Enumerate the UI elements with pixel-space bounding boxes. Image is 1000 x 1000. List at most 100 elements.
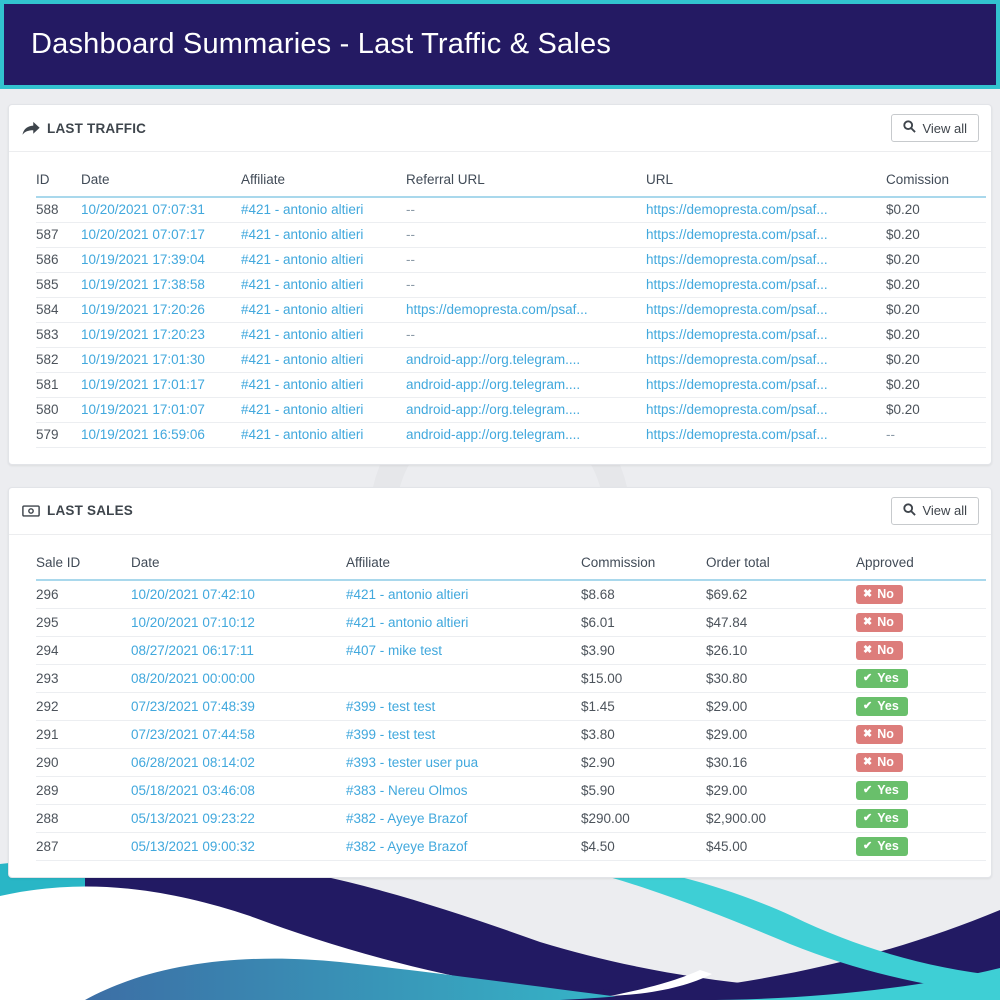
table-cell: 289 bbox=[36, 776, 131, 805]
cell-link[interactable]: https://demopresta.com/psaf... bbox=[646, 302, 828, 317]
cell-link[interactable]: 08/27/2021 06:17:11 bbox=[131, 642, 254, 658]
cell-link[interactable]: #421 - antonio altieri bbox=[241, 402, 364, 417]
table-row: 588 10/20/2021 07:07:31 #421 - antonio alt… bbox=[36, 197, 986, 223]
table-cell: 580 bbox=[36, 397, 81, 423]
table-cell: 07/23/2021 07:48:39 bbox=[131, 692, 346, 721]
cell-link[interactable]: 10/20/2021 07:07:31 bbox=[81, 202, 205, 218]
cell-link[interactable]: 05/13/2021 09:00:32 bbox=[131, 838, 255, 854]
table-cell: ✖ No bbox=[856, 579, 986, 609]
table-cell: #421 - antonio altieri bbox=[241, 247, 406, 273]
cell-link[interactable]: https://demopresta.com/psaf... bbox=[646, 252, 828, 267]
cell-link[interactable]: 10/19/2021 17:20:23 bbox=[81, 327, 205, 342]
cell-link[interactable]: 07/23/2021 07:48:39 bbox=[131, 698, 255, 714]
table-cell: #421 - antonio altieri bbox=[241, 222, 406, 248]
table-cell: 10/20/2021 07:07:31 bbox=[81, 197, 241, 223]
cell-link[interactable]: #399 - test test bbox=[346, 726, 436, 742]
table-cell: #421 - antonio altieri bbox=[346, 608, 581, 637]
cell-link[interactable]: https://demopresta.com/psaf... bbox=[646, 202, 828, 218]
cell-link[interactable]: 10/19/2021 17:20:26 bbox=[81, 302, 205, 317]
cell-link[interactable]: #407 - mike test bbox=[346, 642, 443, 658]
table-cell: -- bbox=[406, 222, 646, 248]
cell-link[interactable]: https://demopresta.com/psaf... bbox=[646, 327, 828, 342]
cell-link[interactable]: #421 - antonio altieri bbox=[241, 377, 364, 392]
table-cell: $0.20 bbox=[886, 197, 986, 223]
cell-link[interactable]: android-app://org.telegram.... bbox=[406, 377, 581, 392]
cell-link[interactable]: #421 - antonio altieri bbox=[241, 277, 364, 292]
cell-link[interactable]: 10/19/2021 17:01:07 bbox=[81, 402, 205, 417]
cell-link[interactable]: #399 - test test bbox=[346, 698, 436, 714]
traffic-view-all-button[interactable]: View all bbox=[891, 114, 979, 142]
table-cell bbox=[346, 664, 581, 693]
table-row: 582 10/19/2021 17:01:30 #421 - antonio alt… bbox=[36, 347, 986, 373]
cell-link[interactable]: #421 - antonio altieri bbox=[346, 586, 469, 602]
cell-link[interactable]: #421 - antonio altieri bbox=[241, 252, 364, 267]
cell-link[interactable]: #421 - antonio altieri bbox=[241, 302, 364, 317]
cell-link[interactable]: #382 - Ayeye Brazof bbox=[346, 838, 468, 854]
table-row: 289 05/18/2021 03:46:08 #383 - Nereu Olmos… bbox=[36, 776, 986, 805]
cell-link[interactable]: 07/23/2021 07:44:58 bbox=[131, 726, 255, 742]
table-cell: #421 - antonio altieri bbox=[241, 422, 406, 448]
cell-link[interactable]: #382 - Ayeye Brazof bbox=[346, 810, 468, 826]
last-traffic-title: LAST TRAFFIC bbox=[22, 121, 146, 136]
cell-link[interactable]: 05/13/2021 09:23:22 bbox=[131, 810, 255, 826]
cell-link[interactable]: https://demopresta.com/psaf... bbox=[646, 427, 828, 442]
approved-badge-yes: ✔ Yes bbox=[856, 668, 908, 688]
cell-link[interactable]: #383 - Nereu Olmos bbox=[346, 782, 468, 798]
cell-link[interactable]: https://demopresta.com/psaf... bbox=[646, 402, 828, 417]
table-cell: #421 - antonio altieri bbox=[241, 272, 406, 298]
cell-link[interactable]: 10/19/2021 17:38:58 bbox=[81, 277, 205, 292]
table-cell: 585 bbox=[36, 272, 81, 298]
cell-link[interactable]: 10/19/2021 17:01:30 bbox=[81, 352, 205, 367]
cell-link[interactable]: 10/19/2021 17:01:17 bbox=[81, 377, 205, 392]
table-cell: 10/19/2021 17:20:26 bbox=[81, 297, 241, 323]
cell-link[interactable]: 10/20/2021 07:10:12 bbox=[131, 614, 255, 630]
cell-link[interactable]: 08/20/2021 00:00:00 bbox=[131, 670, 255, 686]
cell-link[interactable]: https://demopresta.com/psaf... bbox=[646, 277, 828, 292]
check-icon: ✔ bbox=[863, 783, 873, 796]
sales-view-all-button[interactable]: View all bbox=[891, 496, 979, 525]
table-cell: $0.20 bbox=[886, 247, 986, 273]
column-header: Approved bbox=[856, 540, 986, 581]
table-cell: -- bbox=[886, 422, 986, 448]
table-cell: -- bbox=[406, 247, 646, 273]
column-header: Affiliate bbox=[241, 158, 406, 198]
cell-link[interactable]: 10/19/2021 16:59:06 bbox=[81, 427, 205, 442]
table-cell: 294 bbox=[36, 636, 131, 665]
cell-link[interactable]: #421 - antonio altieri bbox=[241, 227, 364, 242]
table-cell: $29.00 bbox=[706, 720, 856, 749]
table-cell: 581 bbox=[36, 372, 81, 398]
table-cell: 588 bbox=[36, 197, 81, 223]
cell-link[interactable]: #421 - antonio altieri bbox=[241, 427, 364, 442]
cell-link[interactable]: 10/20/2021 07:07:17 bbox=[81, 227, 205, 242]
cell-link[interactable]: https://demopresta.com/psaf... bbox=[646, 227, 828, 242]
cell-link[interactable]: android-app://org.telegram.... bbox=[406, 427, 581, 442]
table-cell: ✔ Yes bbox=[856, 664, 986, 693]
cell-link[interactable]: android-app://org.telegram.... bbox=[406, 402, 581, 417]
table-header-row: Sale ID Date Affiliate Commission Order tota… bbox=[36, 540, 986, 581]
cell-link[interactable]: #421 - antonio altieri bbox=[346, 614, 469, 630]
cell-link[interactable]: #421 - antonio altieri bbox=[241, 202, 364, 218]
cell-link[interactable]: #421 - antonio altieri bbox=[241, 352, 364, 367]
table-cell: $2,900.00 bbox=[706, 804, 856, 833]
table-cell: ✔ Yes bbox=[856, 832, 986, 861]
cell-link[interactable]: #393 - tester user pua bbox=[346, 754, 479, 770]
cell-link[interactable]: #421 - antonio altieri bbox=[241, 327, 364, 342]
cell-link[interactable]: https://demopresta.com/psaf... bbox=[646, 377, 828, 392]
cell-link[interactable]: 10/20/2021 07:42:10 bbox=[131, 586, 255, 602]
approved-badge-yes: ✔ Yes bbox=[856, 780, 908, 800]
cell-link[interactable]: 05/18/2021 03:46:08 bbox=[131, 782, 255, 798]
page-banner: Dashboard Summaries - Last Traffic & Sal… bbox=[0, 0, 1000, 89]
cell-link[interactable]: https://demopresta.com/psaf... bbox=[406, 302, 588, 317]
table-header-row: ID Date Affiliate Referral URL URL Comission bbox=[36, 158, 986, 198]
table-cell: $0.20 bbox=[886, 322, 986, 348]
column-header: Date bbox=[81, 158, 241, 198]
table-cell: ✖ No bbox=[856, 636, 986, 665]
cell-link[interactable]: https://demopresta.com/psaf... bbox=[646, 352, 828, 367]
table-cell: $0.20 bbox=[886, 272, 986, 298]
cell-link[interactable]: android-app://org.telegram.... bbox=[406, 352, 581, 367]
table-cell: 10/19/2021 16:59:06 bbox=[81, 422, 241, 448]
cell-link[interactable]: 06/28/2021 08:14:02 bbox=[131, 754, 255, 770]
cell-link[interactable]: 10/19/2021 17:39:04 bbox=[81, 252, 205, 267]
table-cell: https://demopresta.com/psaf... bbox=[646, 272, 886, 298]
table-cell: https://demopresta.com/psaf... bbox=[646, 347, 886, 373]
